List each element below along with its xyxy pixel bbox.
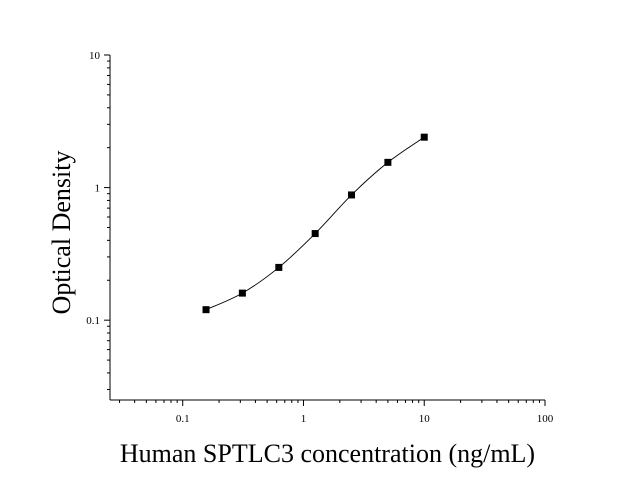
y-tick-label: 1: [95, 183, 101, 195]
x-axis-title: Human SPTLC3 concentration (ng/mL): [120, 439, 535, 468]
ticks-layer: 0.1 1 10 100 0.1 1 10: [86, 50, 554, 425]
data-point: [311, 230, 319, 238]
data-points-layer: [202, 133, 428, 314]
x-tick-label: 100: [537, 413, 554, 425]
y-axis-title: Optical Density: [47, 151, 76, 315]
data-point: [238, 289, 246, 297]
y-tick-label: 0.1: [86, 315, 100, 327]
data-point: [275, 263, 283, 271]
data-point: [348, 191, 356, 199]
y-tick-label: 10: [89, 50, 101, 62]
data-point: [202, 306, 210, 314]
x-tick-label: 10: [419, 413, 431, 425]
axes: [109, 55, 545, 401]
x-tick-label: 0.1: [176, 413, 190, 425]
x-tick-label: 1: [301, 413, 307, 425]
fit-curve: [205, 136, 425, 311]
fit-curve-layer: [205, 136, 425, 311]
data-point: [384, 158, 392, 166]
data-point: [420, 133, 428, 141]
